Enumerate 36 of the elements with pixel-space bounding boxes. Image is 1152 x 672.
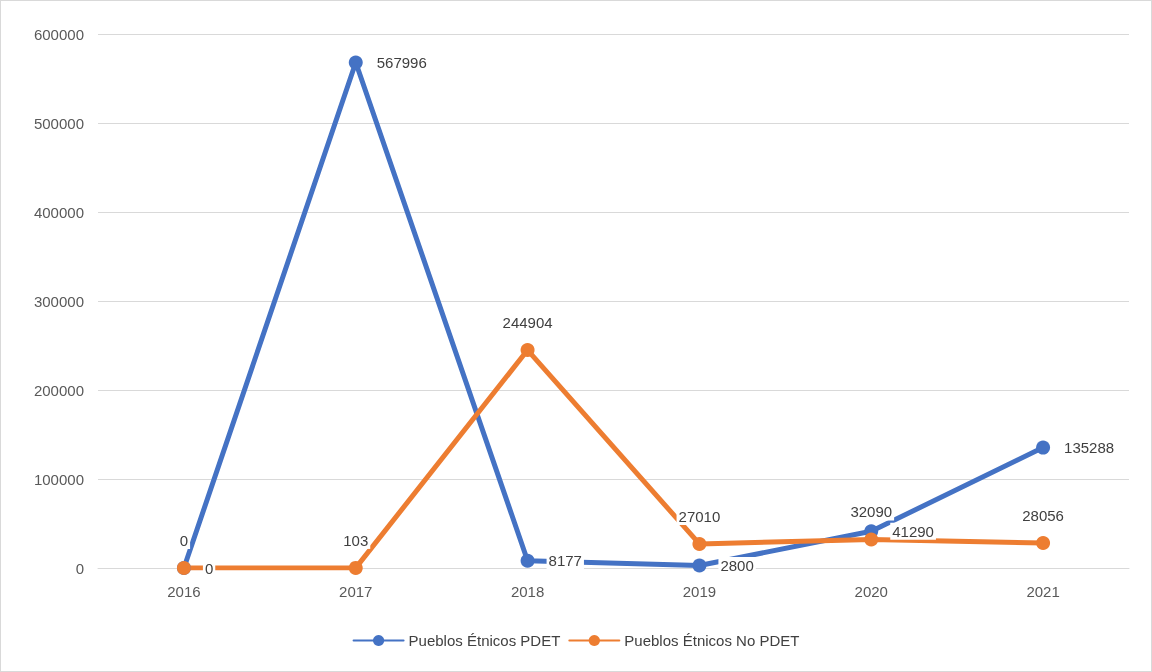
y-tick-label: 100000 — [33, 470, 84, 488]
y-tick-label: 600000 — [33, 25, 84, 43]
point — [1036, 440, 1051, 455]
x-tick-label: 2018 — [510, 583, 545, 600]
data-label: 567996 — [376, 53, 427, 71]
x-tick-label: 2017 — [339, 583, 373, 600]
point — [864, 532, 879, 547]
y-tick-label: 500000 — [33, 114, 84, 132]
data-label: 32090 — [850, 503, 893, 521]
y-tick-label: 0 — [75, 559, 84, 577]
data-label: 103 — [343, 531, 369, 549]
legend-label: Pueblos Étnicos PDET — [408, 632, 561, 649]
data-label: 135288 — [1064, 439, 1115, 457]
data-label: 28056 — [1022, 507, 1064, 525]
data-label: 244904 — [502, 314, 553, 332]
data-label: 0 — [204, 559, 214, 577]
point — [348, 55, 363, 70]
point — [1036, 536, 1051, 551]
x-tick-label: 2019 — [682, 583, 717, 600]
legend-label: Pueblos Étnicos No PDET — [624, 632, 800, 649]
x-tick-label: 2020 — [854, 583, 888, 600]
y-tick-label: 300000 — [33, 292, 84, 310]
data-label: 27010 — [678, 507, 721, 525]
x-tick-label: 2016 — [167, 583, 201, 600]
point — [520, 343, 535, 358]
data-label: 0 — [179, 532, 189, 549]
point — [520, 553, 535, 568]
y-tick-label: 200000 — [33, 381, 84, 399]
y-tick-label: 400000 — [33, 203, 84, 221]
data-label: 41290 — [892, 522, 934, 540]
x-tick-label: 2021 — [1026, 583, 1060, 600]
point — [348, 560, 363, 575]
point — [692, 558, 707, 573]
data-label: 2800 — [720, 557, 754, 575]
data-label: 8177 — [548, 552, 582, 570]
point — [692, 536, 707, 551]
